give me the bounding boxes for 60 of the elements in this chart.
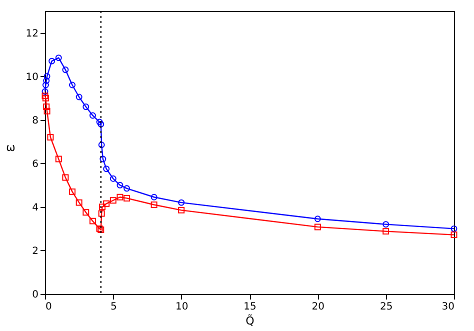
point [178,199,185,206]
point [116,194,124,200]
point [62,66,69,74]
point [98,142,105,148]
point [150,194,158,200]
point [55,156,62,162]
x-tick-label: 5 [110,302,117,312]
point [89,112,96,119]
point [103,200,110,207]
point [382,228,390,235]
y-tick-label: 8 [32,115,38,126]
point [76,94,82,100]
x-axis-title: Q̃ [246,313,255,328]
point [450,232,458,238]
y-tick-label: 4 [32,202,38,214]
y-tick-label: 0 [32,290,38,300]
point [43,77,50,84]
point [382,221,390,228]
point [314,216,321,222]
point [42,92,48,100]
point [150,202,158,208]
point [82,209,90,216]
point [116,182,124,188]
point [44,108,50,114]
point [99,204,106,210]
y-tick-label: 6 [32,158,38,170]
y-tick-label: 2 [32,246,38,257]
point [103,166,110,172]
point [89,218,96,224]
x-tick-label: 30 [442,302,454,312]
point [98,120,104,128]
point [124,194,130,202]
point [100,156,106,162]
point [44,73,50,80]
point [314,224,321,230]
point [69,82,76,88]
x-tick-label: 15 [244,302,256,312]
x-tick-label: 10 [175,302,188,312]
x-tick-label: 20 [312,302,325,312]
point [82,104,90,110]
point [42,94,49,102]
point [76,199,82,206]
point [48,58,56,64]
y-axis-title: ω [6,141,16,154]
point [62,174,69,181]
point [98,210,105,217]
point [69,188,76,195]
point [110,197,116,204]
point [47,134,54,140]
y-tick-label: 10 [26,72,38,83]
point [42,82,49,88]
point [178,206,185,214]
point [110,175,116,182]
x-tick-label: 25 [380,302,393,312]
point [124,185,130,192]
point [55,54,62,62]
y-tick-label: 12 [26,28,38,40]
x-tick-label: 0 [46,302,52,312]
point [96,118,103,126]
point [43,104,50,110]
